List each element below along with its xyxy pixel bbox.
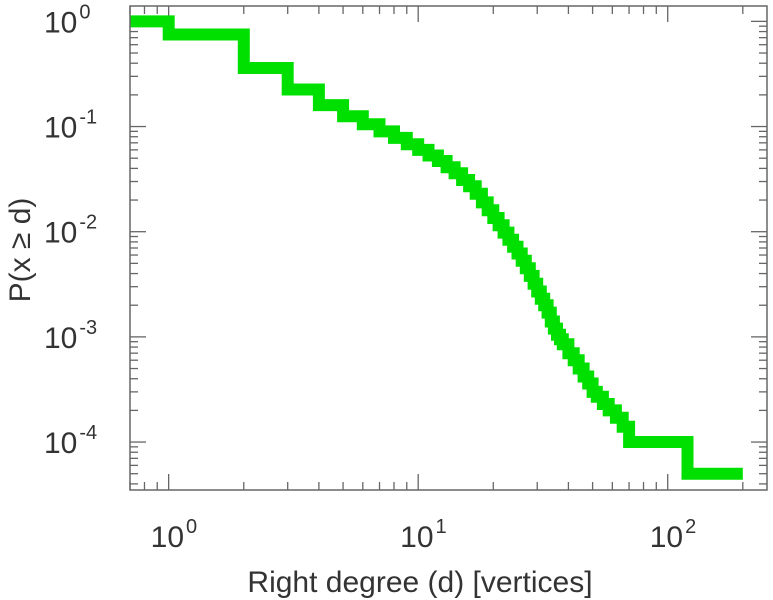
- series-layer: [130, 15, 743, 480]
- y-tick-label: 10 0: [44, 1, 91, 39]
- major-ticks: [130, 6, 767, 490]
- x-tick-label: 10 2: [650, 516, 697, 554]
- y-axis-label: P(x ≥ d): [4, 198, 37, 303]
- minor-ticks: [129, 6, 767, 490]
- x-axis-label: Right degree (d) [vertices]: [247, 566, 592, 599]
- plot-frame: [129, 5, 768, 491]
- x-tick-label: 10 0: [151, 516, 198, 554]
- y-tick-label: 10 -2: [44, 212, 97, 250]
- y-tick-label: 10 -1: [44, 107, 97, 145]
- x-tick-label: 10 1: [400, 516, 447, 554]
- series-line: [130, 15, 743, 480]
- y-tick-label: 10 -4: [44, 422, 97, 460]
- x-tick-labels: 10 0 10 1 10 2: [151, 516, 697, 554]
- y-tick-label: 10 -3: [44, 317, 97, 355]
